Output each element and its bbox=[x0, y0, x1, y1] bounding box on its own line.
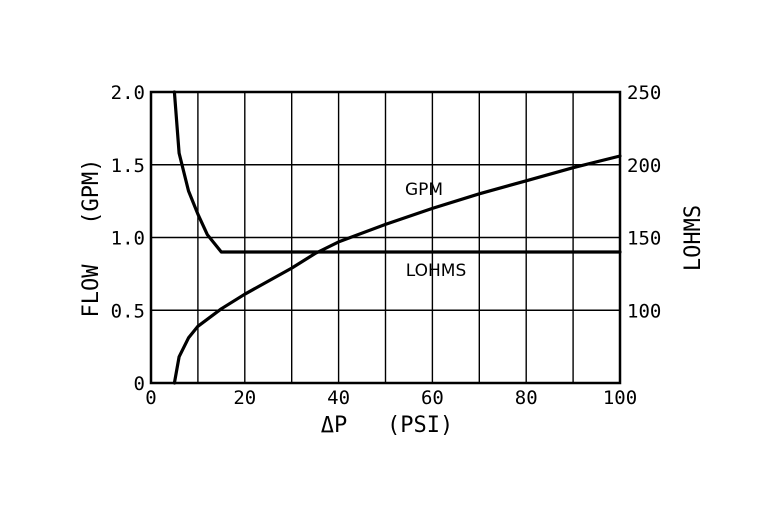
lohms-curve-label: LOHMS bbox=[406, 261, 467, 281]
grid-lines bbox=[151, 92, 620, 383]
y2-tick-label: 250 bbox=[627, 82, 661, 104]
y-tick-label: 1.5 bbox=[111, 155, 145, 177]
x-tick-label: 40 bbox=[327, 387, 350, 409]
tick-labels: 0 20 40 60 80 100 0 0.5 1.0 1.5 2.0 100 150 200 250 bbox=[111, 82, 662, 409]
x-tick-label: 0 bbox=[145, 387, 156, 409]
y-tick-label: 1.0 bbox=[111, 228, 145, 250]
x-tick-label: 60 bbox=[421, 387, 444, 409]
plot-frame bbox=[149, 90, 622, 385]
y2-tick-label: 200 bbox=[627, 155, 661, 177]
gpm-curve bbox=[172, 154, 622, 385]
y2-tick-label: 150 bbox=[627, 228, 661, 250]
y2-axis-title: LOHMS bbox=[681, 205, 706, 271]
y-tick-label: 0.5 bbox=[111, 300, 145, 322]
x-tick-label: 100 bbox=[603, 387, 637, 409]
x-tick-label: 80 bbox=[515, 387, 538, 409]
x-axis-title: ΔP (PSI) bbox=[321, 413, 453, 438]
gpm-curve-label: GPM bbox=[405, 180, 443, 200]
y-tick-label: 2.0 bbox=[111, 82, 145, 104]
data-series bbox=[172, 90, 622, 385]
x-tick-label: 20 bbox=[233, 387, 256, 409]
y-tick-label: 0 bbox=[134, 373, 145, 395]
y2-tick-label: 100 bbox=[627, 300, 661, 322]
axes bbox=[149, 90, 622, 385]
lohms-curve bbox=[172, 90, 622, 254]
y-axis-title: FLOW (GPM) bbox=[79, 159, 104, 318]
